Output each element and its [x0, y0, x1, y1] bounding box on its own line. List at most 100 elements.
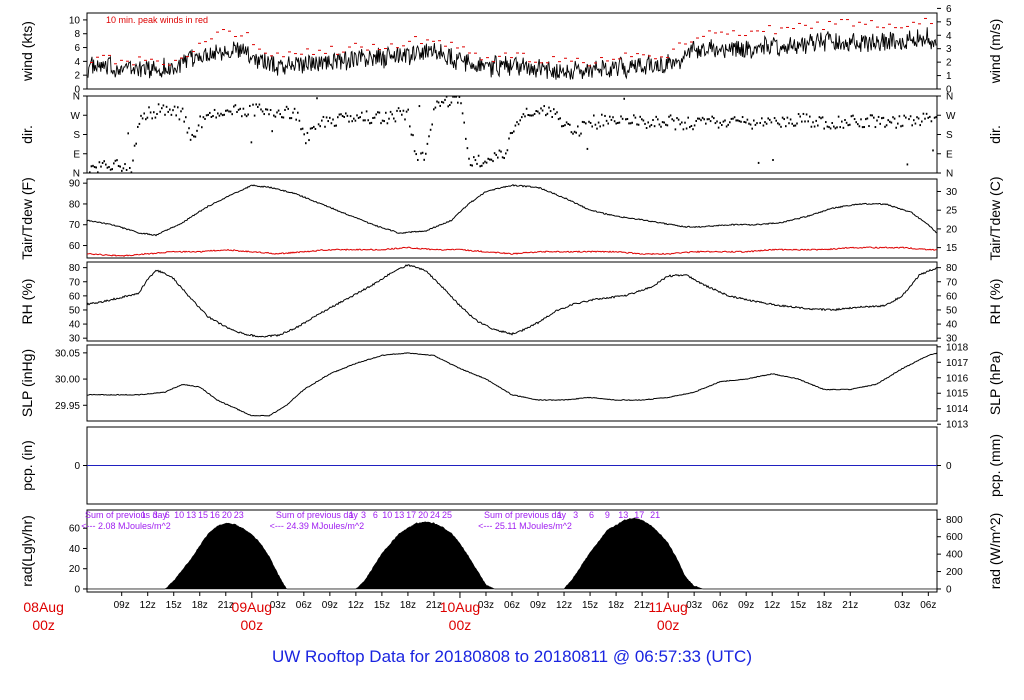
- direction-point: [437, 101, 440, 104]
- direction-point: [444, 98, 446, 101]
- direction-point: [669, 114, 672, 117]
- direction-point: [799, 115, 801, 118]
- y-axis-label-right: pcp. (mm): [987, 434, 1003, 497]
- direction-point: [317, 123, 320, 126]
- direction-point: [724, 119, 726, 122]
- direction-point: [605, 119, 608, 122]
- direction-point: [684, 121, 686, 124]
- direction-point: [802, 112, 805, 115]
- direction-point: [293, 107, 296, 110]
- direction-point: [188, 127, 190, 130]
- direction-point: [417, 158, 419, 161]
- direction-point: [753, 119, 755, 122]
- direction-point: [769, 118, 771, 121]
- direction-point: [266, 108, 269, 111]
- direction-point: [276, 111, 278, 114]
- direction-point: [108, 165, 110, 168]
- direction-point: [636, 123, 638, 126]
- y-tick-label-right: 600: [946, 532, 963, 543]
- direction-point: [901, 124, 904, 127]
- direction-point: [813, 125, 816, 128]
- direction-point: [477, 154, 480, 157]
- direction-point: [687, 116, 689, 119]
- direction-point: [338, 113, 341, 116]
- direction-point: [775, 119, 777, 122]
- series-direction: [89, 95, 937, 174]
- y-axis-label-right: rad (W/m^2): [987, 513, 1003, 590]
- direction-point: [517, 123, 520, 126]
- direction-point: [690, 124, 693, 127]
- x-tick-label: 18z: [608, 600, 624, 611]
- y-tick-label-right: 5: [946, 17, 952, 28]
- series-slp: [86, 352, 938, 417]
- series-wind: [87, 27, 937, 80]
- direction-point: [89, 171, 91, 174]
- direction-point: [425, 152, 427, 155]
- direction-point: [335, 124, 337, 127]
- direction-point: [732, 117, 734, 120]
- direction-point: [900, 125, 902, 128]
- y-tick-label-right: N: [946, 169, 953, 180]
- direction-point: [415, 153, 417, 156]
- direction-point: [857, 123, 859, 126]
- direction-point: [207, 113, 209, 116]
- direction-point: [713, 117, 715, 120]
- y-tick-label-right: 70: [946, 277, 958, 288]
- y-tick-label-right: 1: [946, 71, 952, 82]
- hour-mark-label: 10: [174, 510, 184, 520]
- direction-point: [852, 114, 854, 117]
- direction-point: [333, 124, 336, 127]
- direction-point: [245, 115, 248, 118]
- y-tick-label-right: 6: [946, 4, 952, 15]
- direction-point: [524, 115, 526, 118]
- direction-point: [153, 111, 155, 114]
- direction-point: [106, 166, 109, 169]
- direction-point: [881, 117, 883, 120]
- direction-point: [482, 162, 485, 165]
- direction-point: [749, 123, 752, 126]
- direction-point: [349, 115, 352, 118]
- direction-point: [205, 114, 208, 117]
- direction-point: [319, 125, 321, 128]
- direction-point: [124, 163, 126, 166]
- direction-point: [564, 124, 566, 127]
- x-tick-label: 09z: [114, 600, 130, 611]
- y-tick-label-right: 50: [946, 305, 958, 316]
- direction-point: [554, 112, 557, 115]
- direction-point: [365, 110, 368, 113]
- direction-point: [740, 120, 742, 123]
- daily-sum-title: Sum of previous day: [484, 510, 567, 520]
- direction-point: [543, 105, 545, 108]
- direction-point: [770, 121, 773, 124]
- panel-frame: [86, 95, 938, 174]
- direction-point: [498, 149, 501, 152]
- direction-point: [815, 119, 817, 122]
- y-axis-label-left: dir.: [19, 125, 35, 144]
- direction-point: [450, 101, 453, 104]
- direction-point: [258, 103, 261, 106]
- direction-point: [346, 114, 349, 117]
- direction-point: [497, 156, 499, 159]
- direction-point: [457, 101, 459, 104]
- hour-mark-label: 3: [153, 510, 158, 520]
- direction-point: [701, 116, 704, 119]
- direction-point: [386, 122, 389, 125]
- direction-point: [853, 118, 856, 121]
- direction-point: [914, 122, 917, 125]
- direction-point: [916, 116, 918, 119]
- direction-point: [762, 124, 765, 127]
- direction-point: [634, 116, 637, 119]
- direction-point: [733, 116, 736, 119]
- x-tick-label: 03z: [686, 600, 702, 611]
- direction-point: [793, 124, 795, 127]
- direction-point: [660, 125, 662, 128]
- direction-point: [388, 117, 390, 120]
- direction-point: [789, 118, 792, 121]
- direction-point: [674, 128, 677, 131]
- direction-point: [909, 115, 912, 118]
- direction-point: [905, 116, 907, 119]
- direction-point: [661, 121, 664, 124]
- direction-point: [671, 118, 673, 121]
- direction-point: [199, 115, 201, 118]
- direction-point: [925, 112, 928, 115]
